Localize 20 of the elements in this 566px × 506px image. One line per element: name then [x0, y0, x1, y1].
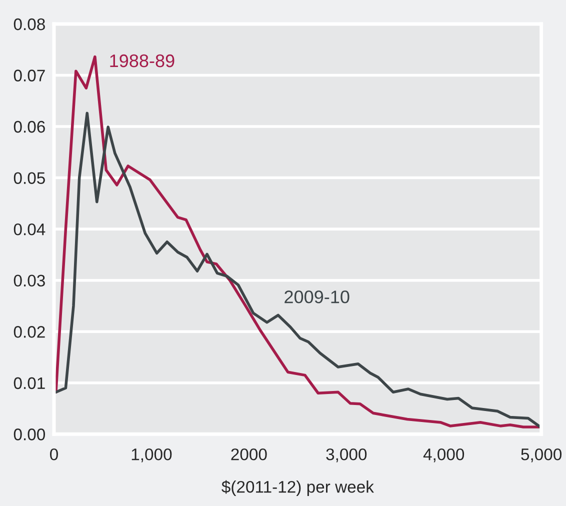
y-tick-label: 0.08	[14, 18, 45, 30]
y-tick-label: 0.06	[14, 120, 45, 133]
line-series	[54, 112, 542, 428]
series-label: 2009-10	[284, 290, 350, 304]
y-tick-label: 0.02	[14, 326, 45, 338]
y-tick-label: 0.03	[14, 274, 45, 287]
x-tick-label: 4,000	[423, 448, 464, 462]
line-series	[54, 55, 542, 428]
x-tick-label: 5,000	[521, 448, 562, 462]
x-tick-label: 0	[50, 448, 58, 460]
x-tick-label: 2000	[231, 448, 267, 460]
x-tick-label: 3,000	[326, 448, 367, 462]
series-label: 1988-89	[110, 54, 174, 68]
y-tick-label: 0.00	[14, 428, 46, 440]
x-axis-title: $(2011-12) per week	[222, 480, 374, 496]
y-tick-label: 0.04	[14, 223, 46, 236]
y-tick-label: 0.01	[14, 377, 45, 390]
x-tick-label: 1,000	[132, 448, 172, 462]
y-tick-label: 0.07	[14, 70, 45, 82]
y-tick-label: 0.05	[14, 172, 45, 184]
